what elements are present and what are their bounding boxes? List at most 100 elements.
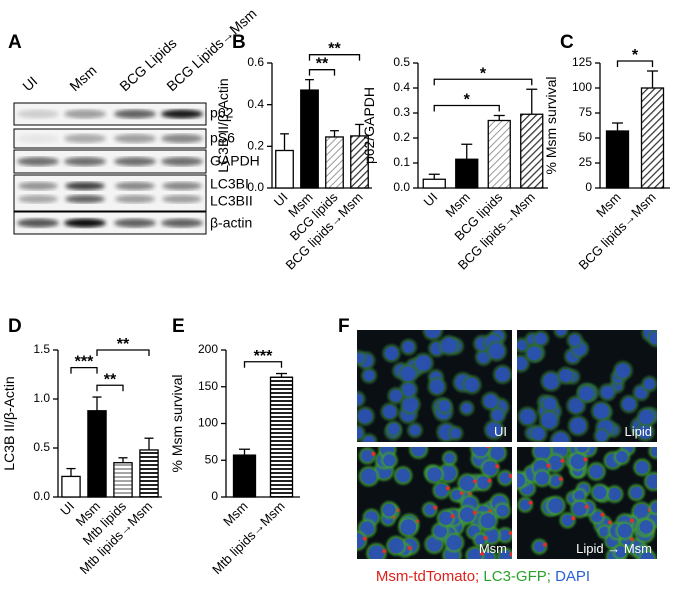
blot-band	[114, 109, 156, 119]
bar	[87, 410, 107, 498]
nucleus	[475, 534, 486, 545]
blot-band	[162, 182, 202, 190]
y-tick-label: 0.6	[247, 55, 264, 69]
y-tick-label: 0.5	[393, 55, 410, 69]
y-tick-label: 75	[579, 105, 593, 119]
nucleus	[483, 394, 498, 409]
nucleus	[616, 450, 628, 463]
nucleus	[646, 474, 657, 489]
blot-band	[115, 182, 155, 190]
x-tick-label: Msm	[593, 190, 624, 221]
y-tick-label: 25	[579, 155, 593, 169]
significance-bracket	[616, 60, 654, 67]
bacteria	[472, 479, 477, 484]
nucleus	[400, 519, 417, 535]
significance-bracket	[308, 69, 336, 76]
nucleus	[361, 468, 377, 485]
micrograph: Lipid	[517, 330, 657, 442]
nucleus	[635, 460, 649, 474]
y-axis-label: p62/GAPDH	[361, 87, 377, 164]
y-tick-label: 0.0	[393, 180, 410, 194]
bacteria	[483, 535, 488, 540]
significance-label: *	[480, 65, 487, 82]
bar	[422, 178, 446, 189]
nucleus	[615, 363, 631, 378]
nucleus	[499, 550, 512, 559]
cells	[357, 330, 512, 442]
y-tick-label: 50	[205, 452, 219, 466]
nucleus	[533, 541, 545, 553]
nucleus	[556, 330, 567, 336]
nucleus	[383, 454, 396, 467]
bar	[113, 462, 133, 498]
blot-band	[161, 109, 203, 119]
bar	[350, 135, 369, 189]
nucleus	[569, 334, 581, 346]
y-tick-label: 0.2	[247, 139, 264, 153]
bar	[640, 87, 665, 189]
blot-band	[161, 157, 203, 166]
nucleus	[535, 332, 547, 345]
nucleus	[651, 502, 657, 514]
significance-label: *	[632, 47, 639, 64]
blot-band	[17, 134, 59, 143]
nucleus	[608, 487, 621, 501]
nucleus	[411, 447, 426, 457]
nucleus	[601, 385, 614, 399]
micrograph-label: UI	[494, 424, 507, 439]
blot-band	[64, 134, 106, 143]
blot-band	[64, 218, 106, 228]
nucleus	[579, 386, 594, 401]
bacteria	[508, 531, 512, 536]
bar	[269, 376, 294, 498]
bacteria	[542, 542, 547, 547]
blot-band	[18, 182, 58, 190]
blot-band	[114, 218, 156, 228]
y-axis-label: % Msm survival	[543, 76, 559, 174]
significance-bracket	[96, 349, 150, 356]
band-label: LC3BII	[210, 193, 253, 209]
nucleus	[570, 417, 587, 434]
bar	[232, 454, 257, 498]
blot-band	[17, 109, 59, 119]
nucleus	[593, 403, 609, 419]
nucleus	[591, 511, 603, 523]
significance-bracket	[433, 104, 500, 112]
bacteria	[629, 518, 634, 523]
nucleus	[639, 520, 654, 534]
nucleus	[633, 504, 650, 520]
bacteria	[586, 447, 589, 448]
nucleus	[461, 403, 472, 414]
nucleus	[535, 471, 549, 485]
bacteria	[508, 474, 512, 479]
nucleus	[363, 370, 375, 382]
blot-strip	[13, 149, 207, 174]
nucleus	[543, 373, 560, 390]
nucleus	[520, 409, 536, 425]
cells	[517, 447, 657, 559]
blot-band	[64, 157, 106, 166]
bacteria	[407, 546, 412, 551]
nucleus	[643, 378, 655, 390]
nucleus	[480, 513, 496, 529]
nucleus	[361, 449, 374, 462]
nucleus	[548, 498, 564, 514]
nucleus	[499, 529, 511, 541]
nucleus	[593, 485, 607, 500]
nucleus	[441, 337, 457, 354]
nucleus	[599, 526, 610, 537]
nucleus	[389, 389, 402, 402]
bacteria	[371, 451, 376, 456]
bar	[275, 149, 294, 189]
blot-band	[65, 182, 105, 190]
nucleus	[638, 424, 653, 439]
micrograph: Msm	[357, 447, 512, 559]
bacteria	[583, 457, 588, 462]
bacteria	[479, 551, 484, 556]
micrograph: UI	[357, 330, 512, 442]
blot-band	[115, 195, 155, 203]
micrograph-legend: Msm-tdTomato; LC3-GFP; DAPI	[376, 568, 590, 585]
nucleus	[434, 483, 448, 497]
nucleus	[363, 435, 375, 442]
